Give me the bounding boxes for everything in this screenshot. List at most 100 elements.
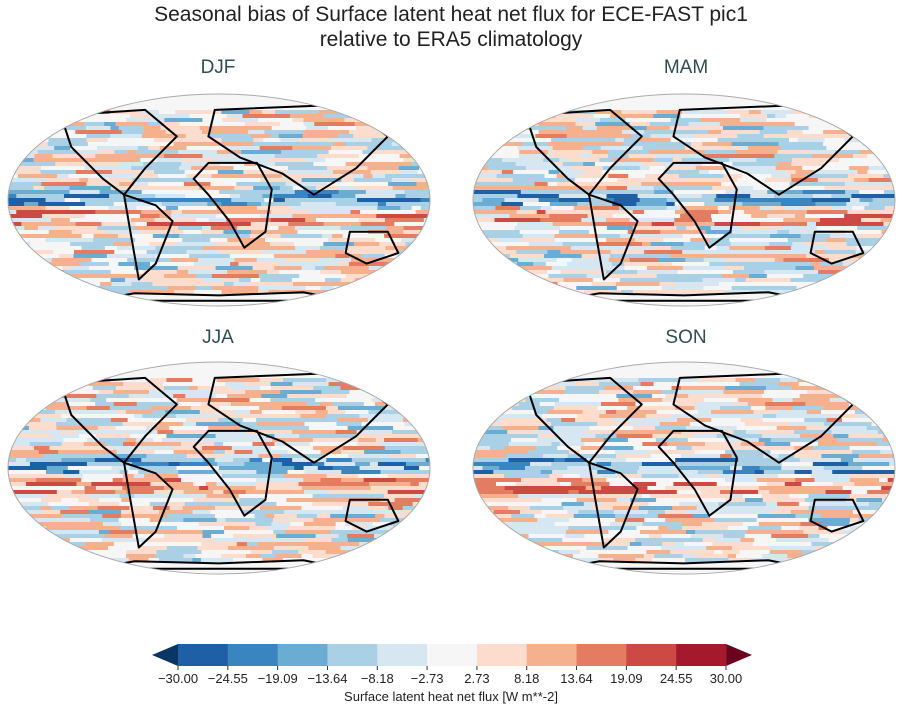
bias-cell [256, 478, 305, 483]
bias-cell [627, 94, 673, 99]
bias-cell [758, 490, 771, 495]
bias-cell [866, 186, 895, 191]
bias-cell [296, 562, 343, 567]
bias-cell [166, 482, 195, 487]
bias-cell [35, 546, 64, 551]
bias-cell [887, 162, 895, 167]
bias-cell [854, 482, 895, 487]
bias-cell [509, 526, 550, 531]
bias-cell [78, 498, 101, 503]
bias-cell [536, 186, 571, 191]
bias-cell [8, 458, 18, 463]
bias-cell [149, 262, 175, 267]
bias-cell [883, 402, 895, 407]
bias-cell [251, 466, 296, 471]
bias-cell [92, 386, 117, 391]
bias-cell [169, 506, 184, 511]
bias-cell [224, 530, 266, 535]
bias-cell [117, 234, 134, 239]
bias-cell [216, 206, 258, 211]
bias-cell [675, 282, 721, 287]
bias-cell [574, 378, 606, 383]
bias-cell [703, 258, 726, 263]
bias-cell [740, 418, 764, 423]
bias-cell [536, 210, 547, 215]
bias-cell [887, 478, 895, 483]
bias-cell [79, 178, 89, 183]
bias-cell [812, 554, 827, 559]
bias-cell [133, 182, 149, 187]
bias-cell [202, 530, 226, 535]
bias-cell [90, 518, 120, 523]
bias-cell [88, 510, 123, 515]
bias-cell [428, 446, 430, 451]
bias-cell [744, 266, 773, 271]
bias-cell [24, 282, 49, 287]
bias-cell [834, 562, 852, 567]
bias-cell [793, 558, 826, 563]
bias-cell [8, 382, 39, 387]
bias-cell [367, 166, 400, 171]
bias-cell [353, 178, 393, 183]
bias-cell [538, 234, 556, 239]
bias-cell [249, 98, 281, 103]
bias-cell [173, 450, 215, 455]
bias-cell [123, 198, 139, 203]
bias-cell [564, 106, 605, 111]
bias-cell [617, 178, 653, 183]
bias-cell [742, 174, 773, 179]
bias-cell [111, 286, 132, 291]
bias-cell [305, 158, 327, 163]
bias-cell [663, 238, 692, 243]
bias-cell [558, 194, 608, 199]
bias-cell [363, 570, 378, 574]
bias-cell [31, 418, 42, 423]
bias-cell [844, 182, 893, 187]
bias-cell [770, 546, 818, 551]
bias-cell [756, 518, 781, 523]
bias-cell [665, 518, 678, 523]
bias-cell [341, 470, 382, 475]
bias-cell [500, 254, 511, 259]
bias-cell [503, 398, 527, 403]
colorbar-under-arrow [152, 644, 178, 666]
bias-cell [368, 506, 390, 511]
bias-cell [167, 94, 210, 99]
bias-cell [750, 254, 774, 259]
bias-cell [810, 474, 853, 479]
bias-cell [126, 438, 138, 443]
bias-cell [221, 110, 251, 115]
bias-cell [628, 442, 644, 447]
bias-cell [36, 262, 73, 267]
bias-cell [131, 242, 151, 247]
bias-cell [473, 158, 486, 163]
bias-cell [473, 502, 513, 507]
bias-cell [834, 502, 870, 507]
bias-cell [236, 542, 249, 547]
bias-cell [399, 134, 416, 139]
bias-cell [610, 114, 655, 119]
bias-cell [564, 154, 581, 159]
bias-cell [473, 286, 501, 291]
bias-cell [716, 482, 736, 487]
bias-cell [113, 566, 152, 571]
bias-cell [806, 254, 854, 259]
bias-cell [126, 118, 166, 123]
bias-cell [360, 94, 407, 99]
bias-cell [869, 266, 895, 271]
bias-cell [300, 202, 337, 207]
bias-cell [501, 562, 525, 567]
bias-cell [511, 514, 536, 519]
bias-cell [317, 154, 360, 159]
bias-cell [760, 222, 808, 227]
bias-cell [564, 458, 588, 463]
bias-cell [744, 210, 779, 215]
bias-cell [428, 398, 430, 403]
bias-cell [8, 302, 42, 306]
bias-cell [163, 382, 193, 387]
bias-cell [415, 374, 430, 379]
bias-cell [820, 382, 845, 387]
bias-cell [513, 490, 526, 495]
bias-cell [747, 362, 766, 367]
bias-cell [376, 530, 417, 535]
